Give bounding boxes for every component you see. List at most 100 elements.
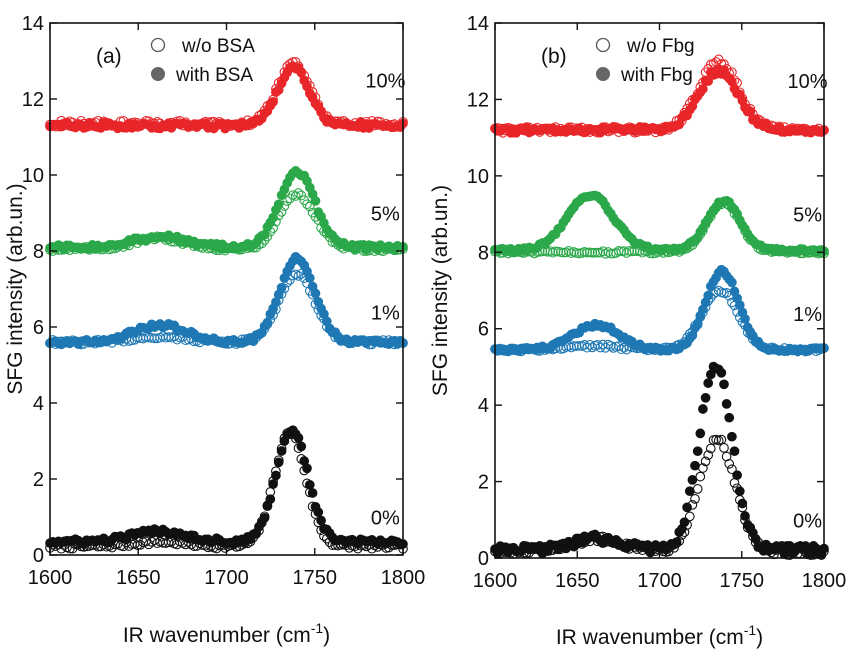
legend-filled-marker-icon: [596, 67, 610, 81]
data-point-without: [727, 464, 737, 475]
x-tick-label: 1600: [28, 567, 73, 589]
panel-a-legend: w/o BSA with BSA: [150, 36, 255, 86]
data-point-with: [700, 392, 711, 403]
y-tick-label: 12: [467, 89, 489, 111]
data-point-without: [285, 193, 295, 204]
x-axis-label-close: ): [756, 626, 763, 649]
data-point-without: [592, 247, 603, 258]
data-point-without: [296, 190, 307, 201]
series-label: 1%: [371, 302, 400, 324]
data-point-without: [304, 201, 315, 212]
data-point-without: [595, 247, 606, 258]
data-point-without: [548, 247, 558, 258]
panel-a-plot-frame: [49, 22, 404, 556]
series-10pct: [45, 57, 408, 134]
data-point-without: [711, 287, 721, 297]
series-0pct: [45, 425, 408, 554]
data-point-without: [700, 456, 711, 467]
panel-b-series-labels: 0% 1% 5% 10%: [788, 71, 828, 532]
data-point-with: [307, 488, 318, 498]
data-point-with: [740, 313, 750, 324]
x-axis-label-close: ): [323, 624, 330, 647]
y-tick-label: 2: [33, 469, 44, 491]
y-tick-label: 14: [467, 13, 489, 35]
x-tick-label: 1800: [802, 570, 847, 592]
data-point-with: [745, 106, 756, 117]
data-point-with: [276, 446, 287, 456]
data-point-with: [687, 475, 698, 485]
data-point-with: [703, 290, 714, 301]
data-point-without: [600, 342, 611, 353]
legend-entry-with: with Fbg: [620, 65, 693, 86]
data-point-with: [679, 517, 690, 528]
data-point-without: [550, 246, 561, 257]
data-point-with: [719, 379, 729, 390]
x-tick-label: 1650: [116, 567, 161, 589]
x-tick-label: 1700: [204, 567, 249, 589]
x-axis-label-superscript: -1: [744, 622, 757, 638]
data-point-without: [545, 246, 556, 256]
data-point-without: [603, 247, 614, 257]
panel-b-label: (b): [541, 45, 567, 68]
data-point-with: [734, 486, 745, 497]
y-tick-label: 10: [467, 166, 489, 188]
y-tick-label: 14: [22, 13, 44, 35]
data-point-with: [259, 512, 270, 523]
data-point-with: [800, 541, 811, 551]
data-point-with: [703, 378, 714, 388]
series-label: 10%: [788, 71, 828, 93]
data-point-without: [282, 196, 293, 206]
panel-b-legend: w/o Fbg with Fbg: [595, 36, 695, 86]
data-point-with: [698, 404, 708, 414]
legend-entry-without: w/o Fbg: [626, 36, 695, 57]
legend-filled-marker-icon: [151, 67, 165, 81]
x-tick-label: 1750: [293, 567, 338, 589]
y-tick-label: 6: [33, 317, 44, 339]
series-label: 10%: [365, 71, 405, 93]
panel-b-data-points: [490, 54, 829, 560]
data-point-without: [600, 248, 611, 259]
data-point-with: [732, 470, 742, 481]
panel-a-y-axis-label: SFG intensity (arb.un.): [4, 183, 27, 394]
data-point-without: [705, 443, 716, 454]
data-point-without: [290, 269, 301, 280]
y-tick-label: 6: [478, 319, 489, 341]
data-point-with: [276, 282, 287, 293]
data-point-without: [587, 342, 598, 353]
series-label: 5%: [371, 204, 400, 226]
data-point-with: [695, 428, 706, 439]
data-point-with: [268, 479, 278, 489]
data-point-without: [724, 458, 735, 469]
y-tick-label: 10: [22, 165, 44, 187]
y-tick-label: 8: [33, 241, 44, 263]
panel-b: 1600 1650 1700 1750 1800 0 2 4 6 8 10 12 14 (b) w/o …: [429, 13, 846, 649]
panel-b-y-axis-label: SFG intensity (arb.un.): [429, 185, 452, 396]
y-tick-label: 12: [22, 89, 44, 111]
data-point-without: [132, 540, 143, 551]
series-10pct: [490, 54, 829, 138]
series-label: 5%: [793, 205, 822, 227]
x-tick-label: 1650: [555, 570, 600, 592]
data-point-without: [587, 247, 598, 258]
data-point-with: [737, 498, 748, 509]
legend-open-marker-icon: [150, 37, 166, 53]
data-point-without: [293, 271, 304, 281]
x-tick-label: 1700: [637, 570, 682, 592]
data-point-without: [616, 246, 627, 257]
data-point-with: [310, 288, 321, 299]
data-point-with: [682, 502, 692, 513]
data-point-with: [724, 412, 735, 423]
panel-b-x-axis-label: IR wavenumber (cm-1): [556, 622, 763, 649]
y-tick-label: 8: [478, 242, 489, 264]
data-point-with: [273, 457, 284, 468]
x-axis-label-main: IR wavenumber (cm: [123, 624, 311, 647]
series-label: 1%: [793, 304, 822, 326]
data-point-with: [729, 446, 740, 457]
data-point-without: [719, 443, 729, 453]
data-point-with: [313, 507, 324, 518]
x-tick-label: 1600: [473, 570, 518, 592]
data-point-with: [740, 511, 750, 521]
panel-b-ticks: 1600 1650 1700 1750 1800 0 2 4 6 8 10 12 14: [467, 13, 847, 592]
data-point-with: [716, 367, 727, 378]
